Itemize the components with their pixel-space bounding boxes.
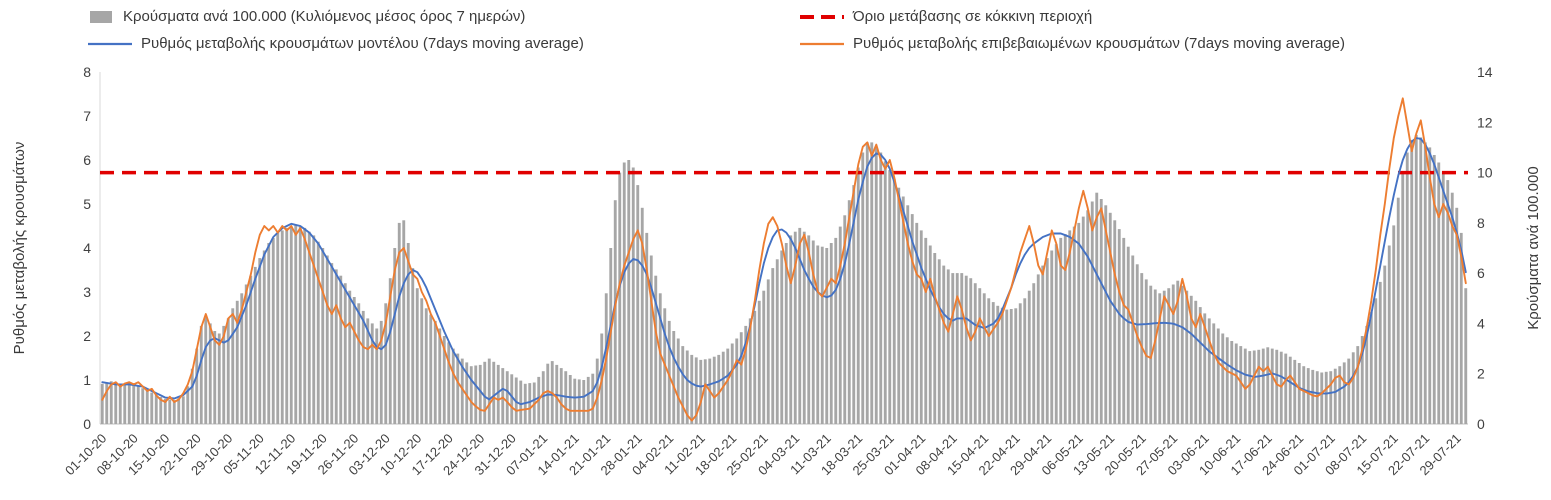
dashed-line-swatch-icon [800,14,844,19]
svg-text:2: 2 [83,328,91,344]
svg-text:8: 8 [1477,215,1485,231]
model-line-series [101,137,1467,406]
left-axis-tick-labels: 0 1 2 3 4 5 6 7 8 [83,64,91,432]
legend-label-model-rate: Ρυθμός μεταβολής κρουσμάτων μοντέλου (7d… [141,35,584,52]
svg-text:2: 2 [1477,366,1485,382]
blue-line-swatch-icon [88,42,132,45]
svg-text:6: 6 [1477,265,1485,281]
legend-item-model-rate: Ρυθμός μεταβολής κρουσμάτων μοντέλου (7d… [88,35,584,52]
legend-label-threshold: Όριο μετάβασης σε κόκκινη περιοχή [853,8,1093,25]
legend-item-threshold: Όριο μετάβασης σε κόκκινη περιοχή [800,8,1092,25]
svg-text:10: 10 [1477,165,1493,181]
legend-item-confirmed-rate: Ρυθμός μεταβολής επιβεβαιωμένων κρουσμάτ… [800,35,1345,52]
svg-text:8: 8 [83,64,91,80]
orange-line-swatch-icon [800,42,844,45]
svg-text:0: 0 [1477,416,1485,432]
x-axis-tick-labels: 01-10-2008-10-2015-10-2022-10-2029-10-20… [62,431,1464,478]
svg-text:14: 14 [1477,64,1493,80]
svg-text:6: 6 [83,152,91,168]
svg-text:0: 0 [83,416,91,432]
legend-label-confirmed-rate: Ρυθμός μεταβολής επιβεβαιωμένων κρουσμάτ… [853,35,1345,52]
right-axis-tick-labels: 0 2 4 6 8 10 12 14 [1477,64,1493,432]
legend-label-cases-bars: Κρούσματα ανά 100.000 (Κυλιόμενος μέσος … [123,8,526,25]
svg-text:1: 1 [83,372,91,388]
confirmed-line-series [101,97,1467,422]
svg-text:4: 4 [1477,315,1485,331]
bar-swatch-icon [90,10,112,23]
svg-text:4: 4 [83,240,91,256]
svg-text:12: 12 [1477,114,1493,130]
legend-item-cases-bars: Κρούσματα ανά 100.000 (Κυλιόμενος μέσος … [88,8,525,25]
bars-series [100,134,1468,425]
svg-text:3: 3 [83,284,91,300]
svg-text:5: 5 [83,196,91,212]
svg-text:7: 7 [83,108,91,124]
